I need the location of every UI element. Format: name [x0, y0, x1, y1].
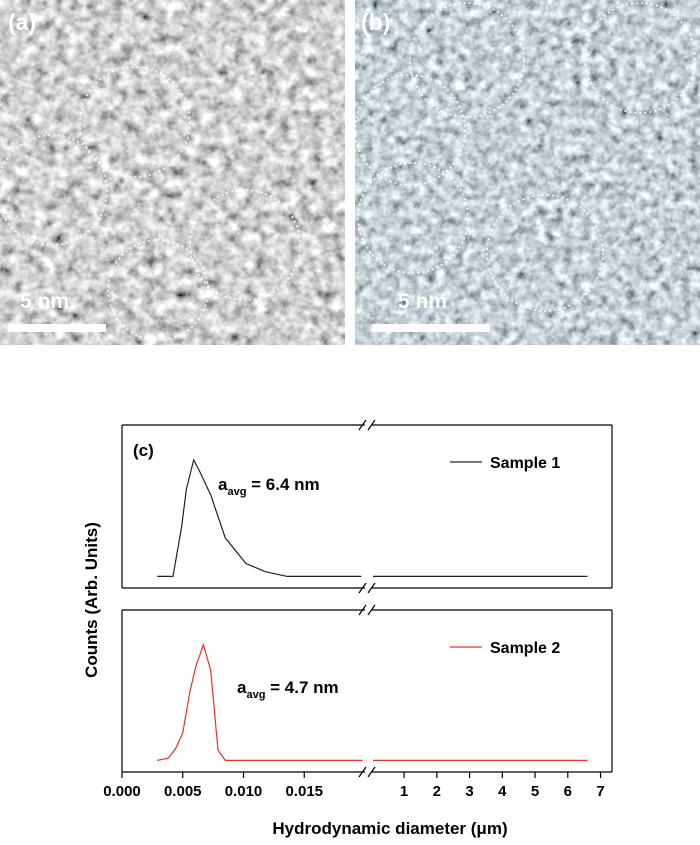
- x-tick-label: 0.000: [103, 783, 141, 800]
- annotation-symbol: a: [218, 475, 228, 494]
- particle-outlines: [354, 2, 696, 312]
- x2-tick-label: 6: [564, 783, 572, 800]
- annotation-symbol: a: [237, 678, 247, 697]
- axis-break: [358, 582, 367, 594]
- axis-break: [358, 766, 367, 778]
- micrograph: [355, 0, 700, 345]
- particle-outlines: [0, 66, 301, 341]
- annotation: aavg = 4.7 nm: [237, 678, 339, 701]
- x-axis-label: Hydrodynamic diameter (μm): [272, 819, 507, 838]
- legend-label: Sample 1: [490, 455, 560, 472]
- scale-bar: [372, 324, 490, 332]
- annotation-text: = 4.7 nm: [265, 678, 338, 697]
- x-tick-label: 0.005: [164, 783, 202, 800]
- data-line: [157, 458, 588, 577]
- scale-bar: [8, 324, 106, 332]
- annotation-subscript: avg: [246, 689, 265, 701]
- x2-tick-label: 2: [433, 783, 441, 800]
- axis-break: [367, 766, 376, 778]
- legend-label: Sample 2: [490, 640, 560, 657]
- y-axis-label: Counts (Arb. Units): [82, 522, 101, 678]
- x2-tick-label: 3: [465, 783, 473, 800]
- panel-label: (a): [8, 9, 36, 35]
- tem-image-b: 5 nm (b): [354, 0, 700, 345]
- annotation: aavg = 6.4 nm: [218, 475, 320, 498]
- x2-tick-label: 1: [400, 783, 408, 800]
- panel-label: (b): [361, 9, 390, 35]
- data-line: [157, 642, 588, 761]
- micrograph: [0, 0, 345, 345]
- x-tick-label: 0.010: [225, 783, 263, 800]
- x2-tick-label: 7: [596, 783, 604, 800]
- scale-label: 5 nm: [20, 290, 69, 313]
- x2-tick-label: 4: [498, 783, 507, 800]
- annotation-subscript: avg: [227, 486, 246, 498]
- annotation-text: = 6.4 nm: [246, 475, 319, 494]
- axis-break: [358, 604, 367, 616]
- x-tick-label: 0.015: [285, 783, 323, 800]
- chart: (c) Hydrodynamic diameter (μm) Counts (A…: [82, 419, 613, 838]
- axis-break: [367, 604, 376, 616]
- axis-break: [367, 419, 376, 431]
- tem-image-a: 5 nm (a): [0, 0, 345, 345]
- axis-break: [367, 582, 376, 594]
- scale-label: 5 nm: [398, 290, 447, 313]
- axis-break: [358, 419, 367, 431]
- x2-tick-label: 5: [531, 783, 539, 800]
- panel-label: (c): [133, 441, 154, 460]
